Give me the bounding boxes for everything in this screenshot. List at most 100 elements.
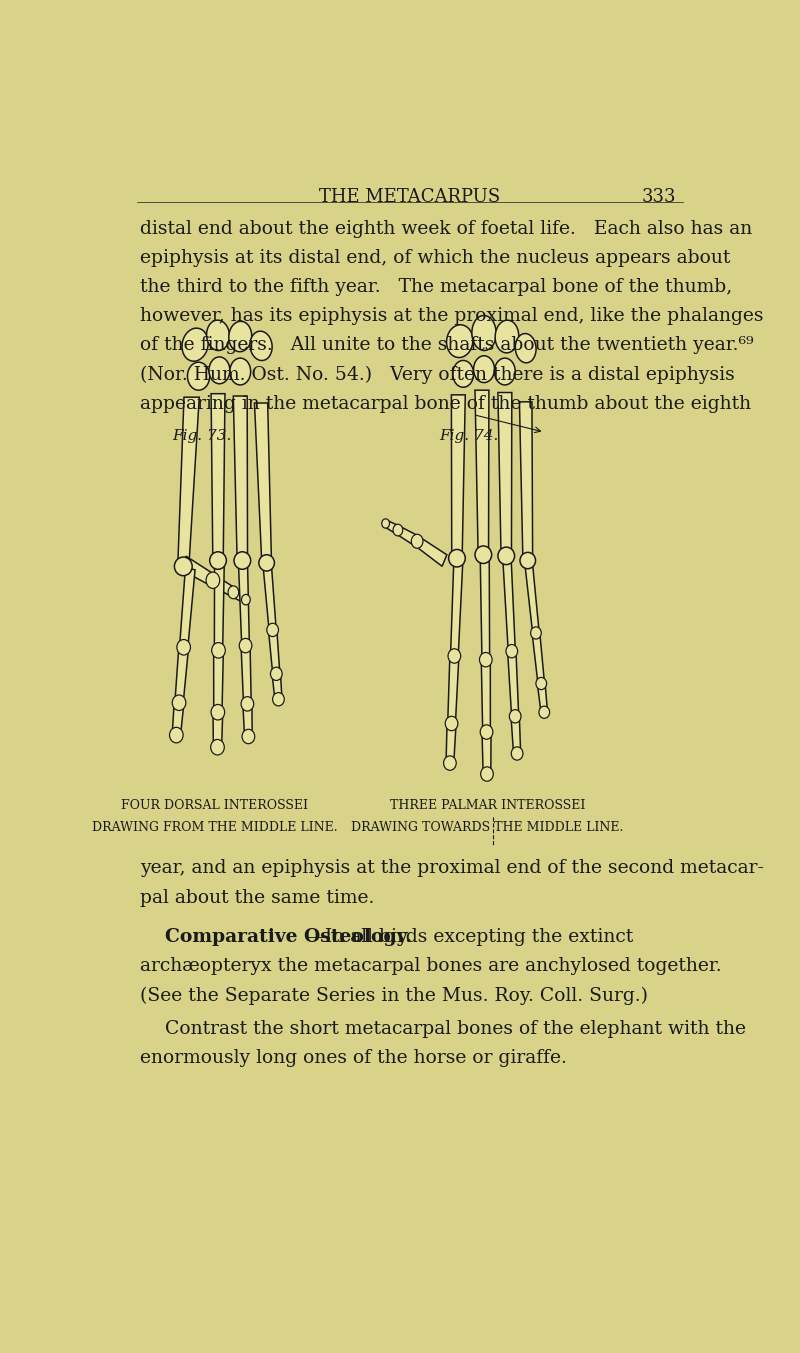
Polygon shape — [234, 396, 247, 560]
Polygon shape — [231, 589, 247, 603]
Polygon shape — [214, 651, 223, 712]
Ellipse shape — [510, 709, 521, 723]
Text: appearing in the metacarpal bone of the thumb about the eighth: appearing in the metacarpal bone of the … — [140, 395, 751, 413]
Polygon shape — [482, 659, 490, 732]
Ellipse shape — [239, 639, 252, 652]
Ellipse shape — [479, 652, 492, 667]
Ellipse shape — [536, 678, 546, 690]
Ellipse shape — [211, 705, 225, 720]
Ellipse shape — [210, 740, 224, 755]
Ellipse shape — [453, 360, 474, 387]
Polygon shape — [480, 557, 490, 660]
Ellipse shape — [212, 643, 226, 658]
Polygon shape — [263, 566, 276, 630]
Polygon shape — [241, 645, 251, 704]
Text: Contrast the short metacarpal bones of the elephant with the: Contrast the short metacarpal bones of t… — [165, 1020, 746, 1038]
Polygon shape — [450, 560, 463, 656]
Ellipse shape — [472, 315, 496, 350]
Ellipse shape — [498, 547, 514, 564]
Ellipse shape — [206, 572, 220, 589]
Ellipse shape — [242, 729, 254, 744]
Polygon shape — [519, 402, 533, 560]
Polygon shape — [451, 395, 466, 559]
Polygon shape — [448, 655, 459, 724]
Polygon shape — [213, 712, 222, 747]
Ellipse shape — [506, 644, 518, 658]
Ellipse shape — [170, 728, 183, 743]
Ellipse shape — [230, 359, 250, 386]
Text: of the fingers.   All unite to the shafts about the twentieth year.⁶⁹: of the fingers. All unite to the shafts … — [140, 337, 754, 354]
Ellipse shape — [530, 626, 542, 639]
Ellipse shape — [229, 321, 252, 352]
Ellipse shape — [210, 552, 226, 570]
Ellipse shape — [382, 518, 390, 528]
Text: Comparative Osteology.: Comparative Osteology. — [165, 928, 412, 946]
Ellipse shape — [520, 552, 535, 568]
Ellipse shape — [480, 725, 493, 739]
Ellipse shape — [250, 331, 272, 360]
Ellipse shape — [393, 524, 402, 536]
Text: Fig. 74.: Fig. 74. — [439, 429, 498, 442]
Ellipse shape — [448, 649, 461, 663]
Ellipse shape — [182, 329, 208, 361]
Polygon shape — [243, 704, 252, 737]
Ellipse shape — [206, 321, 230, 350]
Ellipse shape — [228, 586, 238, 599]
Ellipse shape — [515, 334, 536, 363]
Polygon shape — [178, 398, 199, 567]
Text: THE METACARPUS: THE METACARPUS — [319, 188, 501, 207]
Text: 333: 333 — [642, 188, 677, 207]
Ellipse shape — [495, 321, 518, 353]
Polygon shape — [210, 575, 235, 597]
Ellipse shape — [481, 767, 494, 781]
Ellipse shape — [443, 756, 456, 770]
Polygon shape — [181, 556, 215, 586]
Text: enormously long ones of the horse or giraffe.: enormously long ones of the horse or gir… — [140, 1049, 567, 1068]
Polygon shape — [385, 520, 399, 534]
Polygon shape — [482, 732, 491, 774]
Polygon shape — [214, 563, 224, 651]
Ellipse shape — [539, 706, 550, 718]
Text: THREE PALMAR INTEROSSEI: THREE PALMAR INTEROSSEI — [390, 798, 585, 812]
Ellipse shape — [411, 534, 423, 548]
Polygon shape — [175, 647, 189, 704]
Polygon shape — [269, 629, 280, 675]
Text: DRAWING FROM THE MIDDLE LINE.: DRAWING FROM THE MIDDLE LINE. — [92, 821, 338, 833]
Ellipse shape — [242, 594, 250, 605]
Ellipse shape — [270, 667, 282, 681]
Ellipse shape — [209, 357, 230, 384]
Ellipse shape — [174, 557, 192, 576]
Text: DRAWING TOWARDS THE MIDDLE LINE.: DRAWING TOWARDS THE MIDDLE LINE. — [351, 821, 624, 833]
Text: distal end about the eighth week of foetal life.   Each also has an: distal end about the eighth week of foet… — [140, 219, 753, 238]
Text: Fig. 73.: Fig. 73. — [173, 429, 232, 442]
Ellipse shape — [446, 325, 473, 357]
Polygon shape — [502, 557, 515, 652]
Ellipse shape — [267, 624, 278, 636]
Polygon shape — [397, 526, 419, 547]
Text: the third to the fifth year.   The metacarpal bone of the thumb,: the third to the fifth year. The metacar… — [140, 277, 733, 296]
Ellipse shape — [172, 695, 186, 710]
Polygon shape — [538, 682, 547, 713]
Ellipse shape — [234, 552, 250, 570]
Polygon shape — [475, 390, 489, 555]
Polygon shape — [525, 560, 539, 635]
Ellipse shape — [273, 693, 284, 706]
Polygon shape — [272, 672, 282, 700]
Ellipse shape — [511, 747, 523, 760]
Ellipse shape — [446, 716, 458, 731]
Text: (See the Separate Series in the Mus. Roy. Coll. Surg.): (See the Separate Series in the Mus. Roy… — [140, 986, 648, 1005]
Ellipse shape — [177, 640, 190, 655]
Polygon shape — [498, 392, 512, 556]
Text: —In all birds excepting the extinct: —In all birds excepting the extinct — [306, 928, 634, 946]
Ellipse shape — [474, 356, 494, 383]
Text: year, and an epiphysis at the proximal end of the second metacar-: year, and an epiphysis at the proximal e… — [140, 859, 764, 877]
Text: archæopteryx the metacarpal bones are anchylosed together.: archæopteryx the metacarpal bones are an… — [140, 958, 722, 976]
Polygon shape — [415, 537, 447, 567]
Text: pal about the same time.: pal about the same time. — [140, 889, 374, 907]
Ellipse shape — [241, 697, 254, 712]
Text: however, has its epiphysis at the proximal end, like the phalanges: however, has its epiphysis at the proxim… — [140, 307, 764, 325]
Text: epiphysis at its distal end, of which the nucleus appears about: epiphysis at its distal end, of which th… — [140, 249, 730, 267]
Polygon shape — [508, 651, 518, 717]
Ellipse shape — [449, 549, 466, 567]
Ellipse shape — [494, 359, 515, 386]
